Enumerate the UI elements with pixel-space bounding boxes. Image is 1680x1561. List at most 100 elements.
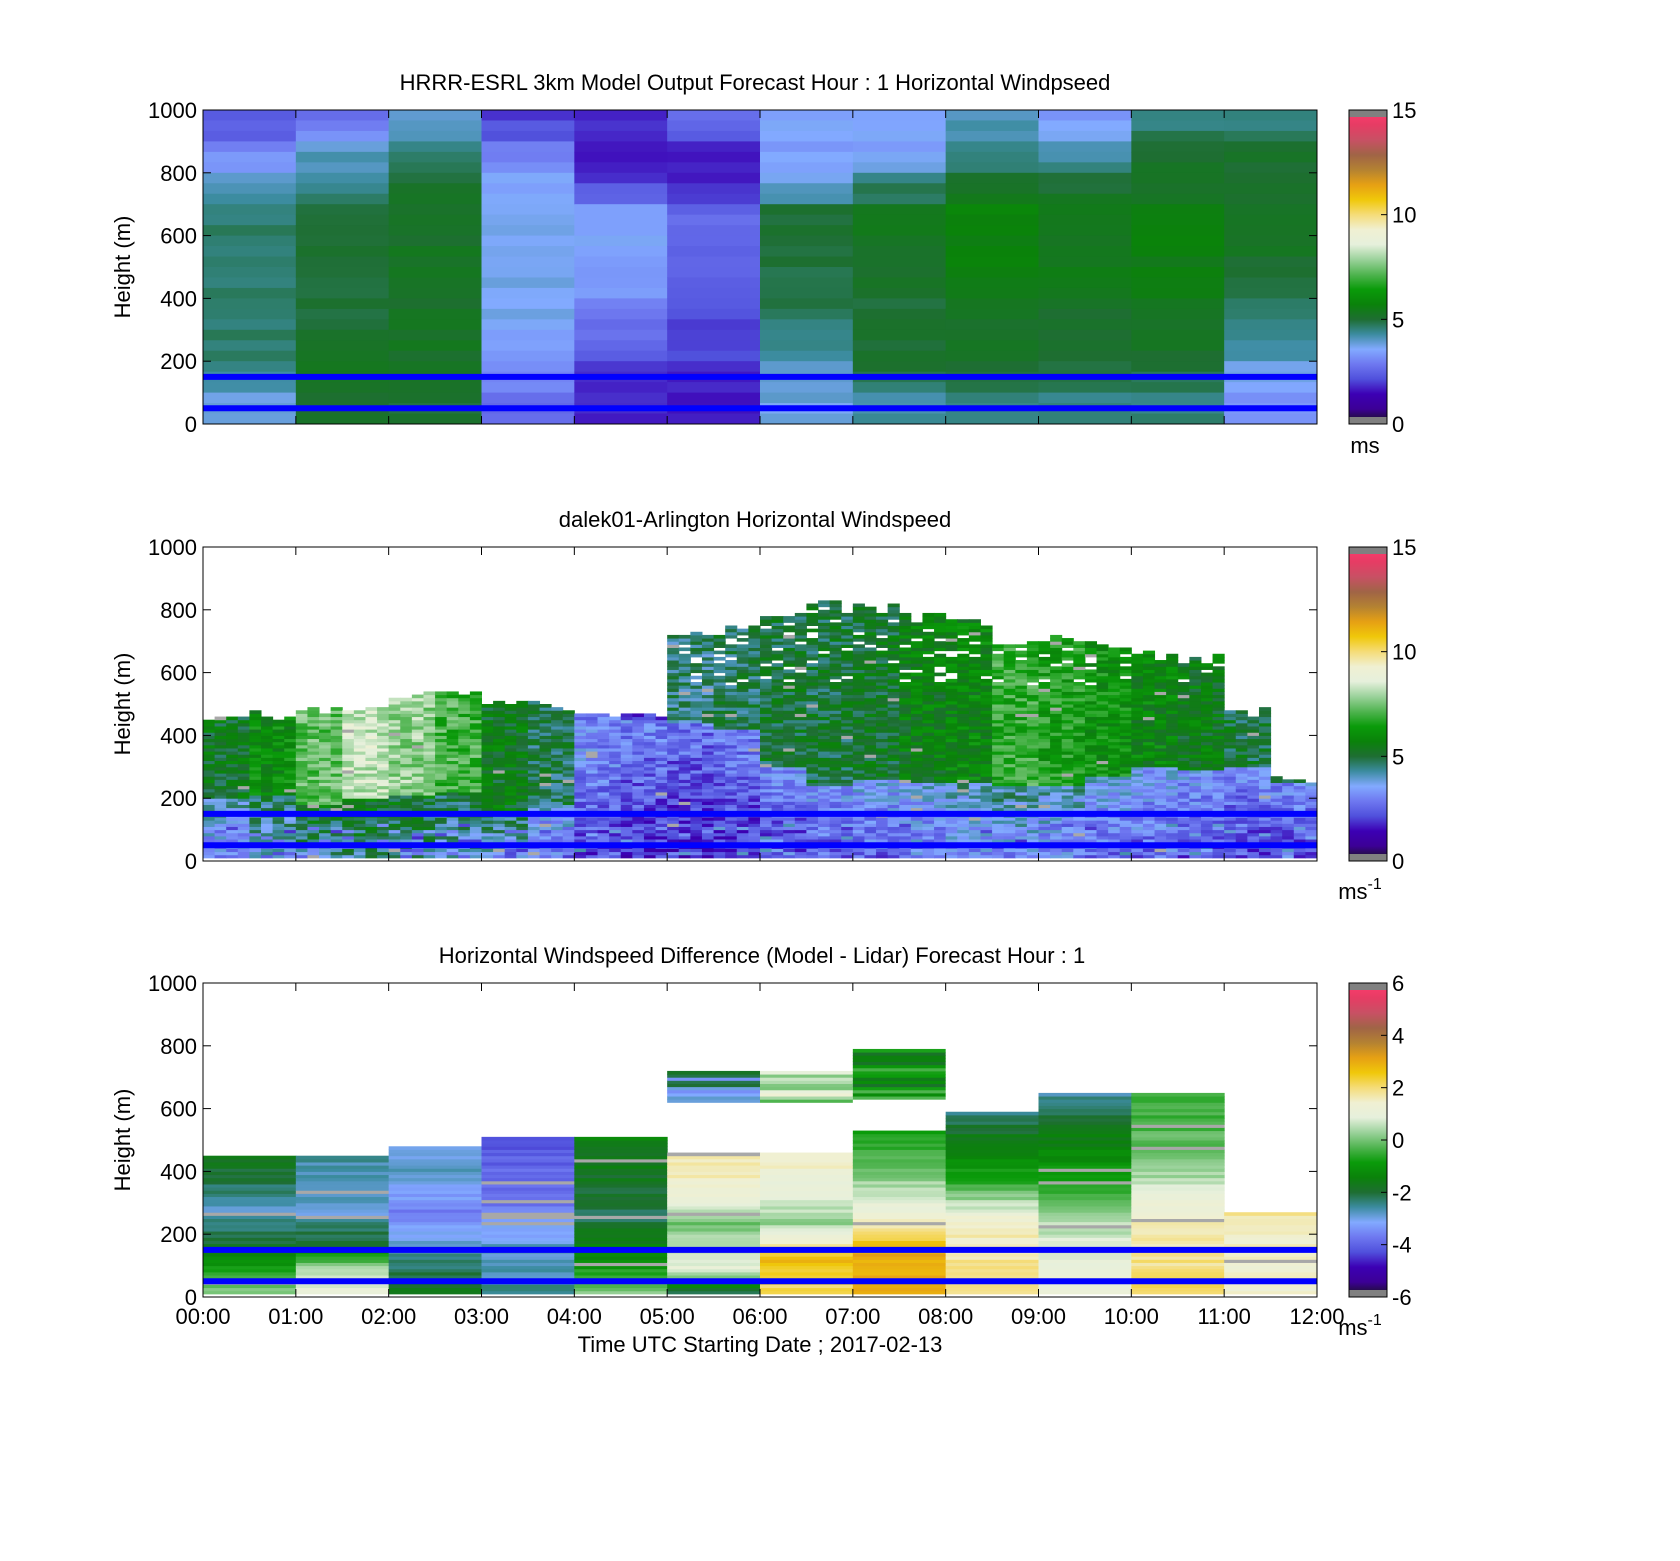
panel-lidar-cell <box>1038 757 1051 762</box>
panel-lidar-cell <box>667 672 680 677</box>
panel-model-cell <box>760 340 854 352</box>
panel-lidar-cell <box>760 719 773 724</box>
panel-lidar-cell <box>945 697 958 702</box>
panel-lidar-cell <box>435 747 448 752</box>
panel-lidar-cell <box>794 795 807 799</box>
panel-lidar-cell <box>620 829 633 834</box>
panel-lidar-cell <box>1003 732 1016 736</box>
panel-lidar-cell <box>783 757 796 762</box>
panel-lidar-cell <box>701 782 715 787</box>
panel-lidar-cell <box>597 785 610 790</box>
panel-lidar-cell <box>852 729 865 733</box>
panel-lidar-cell <box>852 653 865 658</box>
panel-lidar-cell <box>643 788 657 793</box>
panel-lidar-cell <box>829 823 842 827</box>
panel-lidar-cell <box>1050 656 1063 661</box>
panel-lidar-cell <box>748 641 761 645</box>
panel-lidar-cell <box>736 769 749 774</box>
panel-lidar-cell <box>957 817 970 821</box>
panel-lidar-cell <box>504 716 517 721</box>
panel-lidar-cell <box>655 725 668 730</box>
panel-lidar-cell <box>585 744 599 749</box>
panel-lidar-cell <box>353 722 366 727</box>
panel-lidar-cell <box>1015 747 1028 752</box>
panel-lidar-cell <box>1061 644 1074 648</box>
panel-lidar-cell <box>214 788 227 793</box>
panel-lidar-cell <box>968 769 981 774</box>
panel-lidar-cell <box>527 788 541 793</box>
panel-lidar-cell <box>423 735 436 740</box>
panel-lidar-cell <box>435 829 448 834</box>
panel-lidar-cell <box>841 744 854 749</box>
panel-lidar-cell <box>725 763 738 768</box>
panel-lidar-cell <box>957 663 970 667</box>
panel-lidar-cell <box>934 656 947 661</box>
panel-lidar-cell <box>365 795 378 799</box>
panel-lidar-cell <box>701 766 715 771</box>
panel-lidar-cell <box>342 795 355 799</box>
panel-lidar-cell <box>760 807 773 812</box>
panel-lidar-cell <box>806 766 819 771</box>
panel-lidar-cell <box>945 732 958 736</box>
panel-lidar-cell <box>353 716 366 721</box>
panel-lidar-cell <box>458 829 471 834</box>
panel-lidar-cell <box>760 638 773 642</box>
panel-lidar-cell <box>226 763 239 768</box>
panel-model-cell <box>481 267 575 278</box>
panel-lidar-cell <box>597 820 610 824</box>
panel-lidar-cell <box>667 798 680 802</box>
panel-lidar-cell <box>945 678 958 683</box>
panel-lidar-cell <box>1026 678 1039 683</box>
panel-lidar-cell <box>365 760 378 765</box>
panel-lidar-cell <box>609 776 622 780</box>
panel-lidar-cell <box>818 672 831 677</box>
panel-lidar-cell <box>818 751 831 755</box>
panel-lidar-cell <box>446 732 459 736</box>
panel-lidar-cell <box>667 729 680 733</box>
panel-lidar-cell <box>864 666 877 670</box>
panel-model-x-ticks <box>202 110 1318 424</box>
panel-lidar-cell <box>655 776 668 780</box>
panel-lidar-cell <box>539 804 552 809</box>
panel-lidar-cell <box>736 782 749 787</box>
panel-lidar-cell <box>597 798 610 802</box>
panel-lidar-cell <box>1061 729 1074 733</box>
panel-lidar-cell <box>1003 678 1016 683</box>
panel-lidar-cell <box>469 801 482 805</box>
panel-lidar-cell <box>748 848 761 853</box>
panel-lidar-cell <box>516 773 529 777</box>
panel-lidar-cell <box>516 839 529 843</box>
panel-lidar-cell <box>295 848 308 853</box>
panel-lidar-cell <box>922 650 935 655</box>
panel-lidar-cell <box>411 817 424 821</box>
panel-lidar-cell <box>585 823 599 827</box>
panel-lidar-cell <box>400 795 413 799</box>
panel-lidar-cell <box>945 798 958 802</box>
panel-lidar-cell <box>272 732 285 736</box>
panel-lidar-cell <box>295 807 308 812</box>
panel-lidar-cell <box>1061 776 1074 780</box>
panel-lidar-cell <box>899 791 912 796</box>
panel-lidar-cell <box>818 675 831 680</box>
panel-lidar-cell <box>667 663 680 667</box>
panel-lidar-cell <box>748 744 761 749</box>
panel-lidar-cell <box>957 804 970 809</box>
panel-lidar-cell <box>968 851 981 856</box>
panel-lidar-cell <box>388 697 401 702</box>
panel-lidar-cell <box>701 663 715 667</box>
panel-model-cell <box>1038 120 1132 132</box>
panel-lidar-cell <box>678 641 691 645</box>
panel-lidar-cell <box>1038 725 1051 730</box>
panel-lidar-cell <box>806 619 819 623</box>
panel-lidar-cell <box>435 707 448 711</box>
panel-lidar-cell <box>574 769 587 774</box>
panel-lidar-cell <box>852 804 865 809</box>
panel-lidar-cell <box>481 807 494 812</box>
panel-lidar-cell <box>203 817 216 821</box>
panel-lidar-cell <box>527 848 541 853</box>
panel-lidar-cell <box>272 738 285 743</box>
panel-lidar-cell <box>992 807 1005 812</box>
panel-lidar-cell <box>655 823 668 827</box>
panel-lidar-cell <box>539 829 552 834</box>
panel-lidar-cell <box>829 751 842 755</box>
